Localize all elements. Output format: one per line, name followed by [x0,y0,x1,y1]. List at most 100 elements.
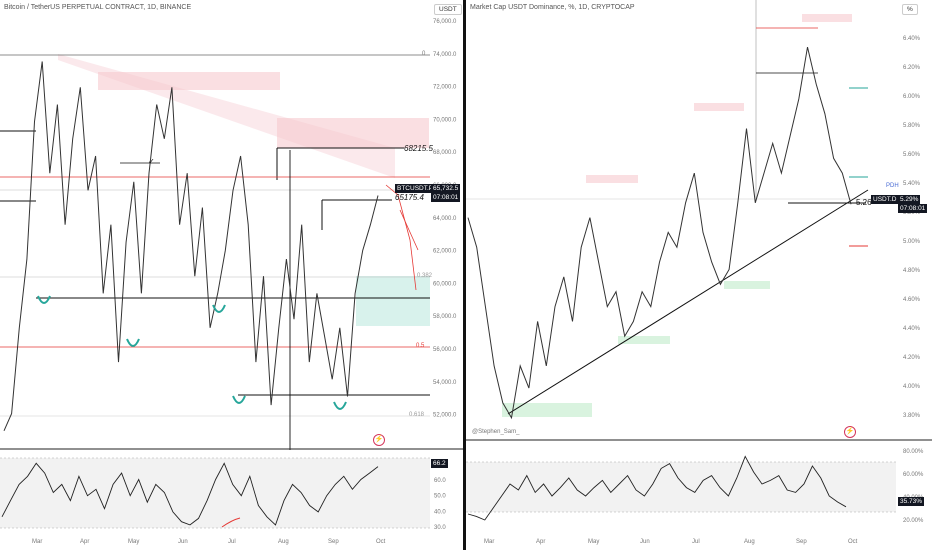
price-tick-label: 76,000.0 [433,19,457,25]
price-tick-label: 54,000.0 [433,380,457,386]
month-label: Jun [640,539,650,545]
bounce-mark-1 [37,295,51,304]
price-tick-label: 70,000.0 [433,117,457,123]
month-label: Mar [32,539,43,545]
rsi-tick-label: 40.0 [434,509,446,515]
bounce-mark-3 [212,304,226,313]
month-label: Oct [848,539,858,545]
price-tick-label: 6.20% [903,65,921,71]
month-label: Mar [484,539,495,545]
usdt-chart-canvas[interactable]: 6.40% 6.20% 6.00% 5.80% 5.60% 5.40% 5.20% 5.00%… [466,0,932,550]
month-label: May [128,539,140,545]
usdt-dominance-pane[interactable]: 6.40% 6.20% 6.00% 5.80% 5.60% 5.40% 5.20% 5.00%… [466,0,932,550]
rsi-band [0,458,430,528]
month-label: Aug [744,539,755,545]
ascending-trendline [507,189,869,415]
month-label: Apr [536,539,546,545]
fib-label-0.382: 0.382 [417,273,433,279]
btc-chart-canvas[interactable]: 76,000.0 74,000.0 72,000.0 70,000.0 68,000.0… [0,0,463,550]
price-tick-label: 4.00% [903,384,921,390]
price-tick-label: 4.60% [903,297,921,303]
rsi-tick-label: 80.00% [903,449,924,455]
rsi-value-tag: 35.73% [898,497,925,506]
price-tick-label: 4.80% [903,268,921,274]
currency-button[interactable]: % [902,4,918,15]
rsi-band [466,462,896,512]
price-tick-label: 3.80% [903,413,921,419]
rsi-line [467,455,847,521]
countdown-tag: 07:08:01 [898,204,928,213]
month-label: Jul [692,539,700,545]
btc-price-line [3,61,379,432]
price-tick-label: 64,000.0 [433,216,457,222]
rsi-tick-label: 60.00% [903,472,924,478]
price-tick-label: 5.40% [903,181,921,187]
level-note-5.26: 5.26 [856,198,872,207]
usdt-dominance-line [467,46,852,420]
demand-zone-2 [724,281,770,289]
price-tick-label: 6.00% [903,94,921,100]
level-note-65175: 65175.4 [395,193,424,202]
watermark: @Stephen_Sam_ [472,429,520,435]
rsi-tick-label: 20.00% [903,518,924,524]
lightning-icon[interactable]: ⚡ [373,434,385,446]
price-tick-label: 60,000.0 [433,281,457,287]
price-tick-label: 74,000.0 [433,52,457,58]
rsi-tick-label: 30.0 [434,525,446,531]
chart-title: Bitcoin / TetherUS PERPETUAL CONTRACT, 1… [4,4,192,11]
pane-divider[interactable] [463,0,466,550]
chart-title: Market Cap USDT Dominance, %, 1D, CRYPTO… [470,4,635,11]
price-tick-label: 5.00% [903,239,921,245]
price-tick-label: 4.40% [903,326,921,332]
price-axis[interactable]: 6.40% 6.20% 6.00% 5.80% 5.60% 5.40% 5.20% 5.00%… [903,36,921,419]
supply-zone-mid [694,103,744,111]
month-label: Jul [228,539,236,545]
month-label: May [588,539,600,545]
rsi-axis: 70.060.050.040.030.0 [434,462,446,531]
month-label: Oct [376,539,386,545]
bounce-mark-2 [126,338,140,347]
price-tick-label: 62,000.0 [433,249,457,255]
bounce-mark-4 [232,395,246,404]
supply-zone-top [802,14,852,22]
supply-zone-2 [277,118,429,148]
rsi-value-tag: 66.2 [431,459,448,468]
lightning-icon[interactable]: ⚡ [844,426,856,438]
price-tick-label: 5.60% [903,152,921,158]
demand-zone [356,276,430,326]
ticker-tag: BTCUSDT.P [395,184,436,193]
supply-zone-left [586,175,638,183]
supply-zone-1 [98,72,280,90]
demand-zone-1 [618,336,670,344]
price-tick-label: 5.20% [903,210,921,216]
month-label: Sep [796,539,807,545]
check-icon: ✓ [148,157,155,166]
price-tick-label: 5.80% [903,123,921,129]
currency-button[interactable]: USDT [434,4,462,15]
pdh-label: PDH [886,183,899,189]
fib-label-0.618: 0.618 [409,412,425,418]
bounce-mark-5 [333,401,347,410]
month-label: Apr [80,539,90,545]
price-tag: 5.29% [898,195,921,204]
rsi-tick-label: 50.0 [434,494,446,500]
rsi-divergence-mark [221,517,241,528]
fib-label-0.5: 0.5 [416,343,425,349]
ticker-tag: USDT.D [871,195,899,204]
projection-arrow [385,184,417,291]
price-tick-label: 58,000.0 [433,314,457,320]
month-label: Sep [328,539,339,545]
price-tick-label: 4.20% [903,355,921,361]
month-label: Aug [278,539,289,545]
price-tick-label: 56,000.0 [433,347,457,353]
price-tick-label: 52,000.0 [433,413,457,419]
price-tick-label: 6.40% [903,36,921,42]
rsi-line [1,462,379,526]
rsi-axis: 80.00%60.00%40.00%20.00% [903,449,924,524]
level-note-68215: 68215.5 [404,144,433,153]
btc-chart-pane[interactable]: 76,000.0 74,000.0 72,000.0 70,000.0 68,000.0… [0,0,463,550]
price-tick-label: 72,000.0 [433,85,457,91]
countdown-tag: 07:08:01 [431,193,461,202]
month-label: Jun [178,539,188,545]
price-tick-label: 68,000.0 [433,150,457,156]
